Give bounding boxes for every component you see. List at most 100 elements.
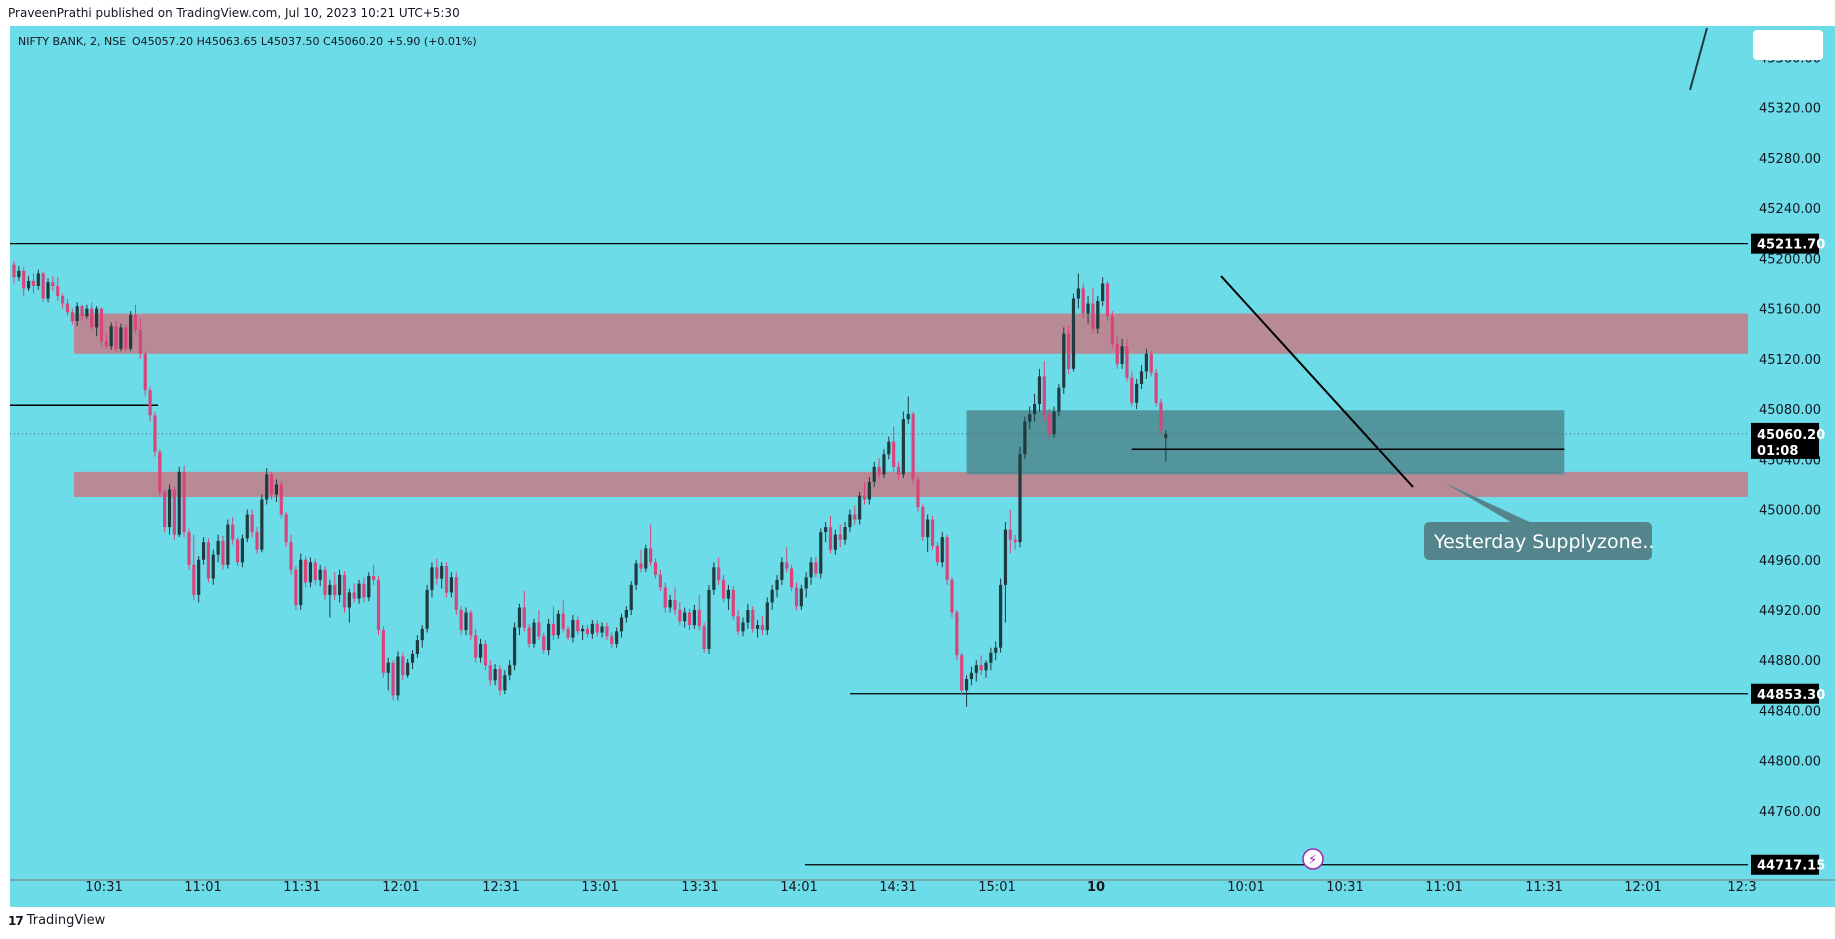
candle <box>299 553 303 610</box>
candle <box>547 618 551 656</box>
candle-body <box>581 628 585 632</box>
candle <box>979 655 983 676</box>
candle-body <box>410 653 415 663</box>
candle <box>916 476 920 513</box>
candle-body <box>828 527 833 550</box>
candle-body <box>483 643 488 666</box>
candle <box>70 308 74 325</box>
candle-body <box>921 507 925 538</box>
candle <box>12 260 16 284</box>
candle <box>129 311 133 352</box>
candle-body <box>1023 421 1027 455</box>
candle-body <box>367 576 371 598</box>
candle <box>624 606 628 623</box>
candle-body <box>542 636 546 651</box>
candle-body <box>877 466 881 475</box>
top-right-widget[interactable] <box>1753 30 1823 60</box>
candle <box>658 569 662 592</box>
candle <box>755 620 760 638</box>
candle <box>960 652 964 696</box>
candle <box>1018 446 1022 548</box>
candle <box>644 544 648 573</box>
candle-body <box>503 675 507 691</box>
candle <box>1047 409 1051 440</box>
candle-body <box>279 484 283 515</box>
candle <box>581 625 585 641</box>
y-axis: 45360.0045320.0045280.0045240.0045200.00… <box>1759 51 1821 820</box>
candle <box>381 626 385 678</box>
candle <box>955 609 959 661</box>
candle <box>1062 327 1066 394</box>
candle <box>1164 430 1168 462</box>
y-tick-label: 45160.00 <box>1759 303 1821 318</box>
candle-body <box>216 540 220 555</box>
tradingview-footer[interactable]: 17 TradingView <box>8 913 105 928</box>
candle-body <box>138 329 142 354</box>
candle <box>444 562 449 598</box>
candle <box>65 298 70 317</box>
candle-body <box>639 563 643 569</box>
candle <box>877 458 881 480</box>
candle <box>61 293 65 309</box>
candle <box>989 647 993 671</box>
alert-icon-glyph: ⚡ <box>1308 853 1317 868</box>
candle-body <box>882 454 886 475</box>
candle <box>279 480 283 519</box>
candle-body <box>838 534 842 540</box>
y-tick-label: 44920.00 <box>1759 604 1821 619</box>
candle <box>726 584 731 610</box>
candle <box>26 275 31 291</box>
candle-body <box>70 312 74 322</box>
candle <box>537 609 541 641</box>
candle-body <box>775 579 779 590</box>
candle-body <box>790 568 794 588</box>
candle <box>615 627 619 648</box>
candle-body <box>901 419 905 475</box>
candle <box>367 572 371 602</box>
candle-body <box>717 567 721 580</box>
candle-body <box>605 626 609 637</box>
candle <box>104 333 108 349</box>
candle-body <box>532 622 536 644</box>
alert-icon <box>1302 848 1324 870</box>
candle <box>887 436 891 460</box>
x-tick-label: 14:01 <box>780 880 817 895</box>
candle <box>828 515 833 554</box>
candle-body <box>658 574 662 588</box>
candle-body <box>415 640 419 654</box>
candle-body <box>488 665 492 681</box>
candle-body <box>163 491 167 528</box>
candle <box>819 528 823 579</box>
levels-layer <box>10 243 1748 866</box>
candle <box>517 603 522 636</box>
candle-body <box>590 623 594 634</box>
candle-body <box>517 607 522 628</box>
x-tick-label: 10:01 <box>1227 880 1264 895</box>
candle-body <box>707 589 711 649</box>
candle <box>629 581 633 616</box>
candle <box>347 588 351 623</box>
x-tick-label: 13:31 <box>681 880 718 895</box>
candle-body <box>522 607 526 628</box>
candle-body <box>887 441 891 455</box>
candle-body <box>114 326 118 349</box>
candle <box>1105 280 1110 322</box>
candle-body <box>687 612 692 626</box>
y-tick-label: 44840.00 <box>1759 704 1821 719</box>
candle-body <box>85 308 89 317</box>
candle <box>138 318 142 359</box>
candle-body <box>255 532 259 550</box>
candle-body <box>235 539 240 563</box>
candle <box>449 572 453 598</box>
candle-body <box>56 285 60 297</box>
x-tick-label: 12:01 <box>1624 880 1661 895</box>
candle-body <box>736 616 740 632</box>
candle <box>833 529 837 555</box>
candle <box>969 666 974 686</box>
candle-body <box>12 264 16 278</box>
candle <box>940 532 944 568</box>
candle-body <box>1101 283 1105 302</box>
candle <box>1057 383 1061 417</box>
